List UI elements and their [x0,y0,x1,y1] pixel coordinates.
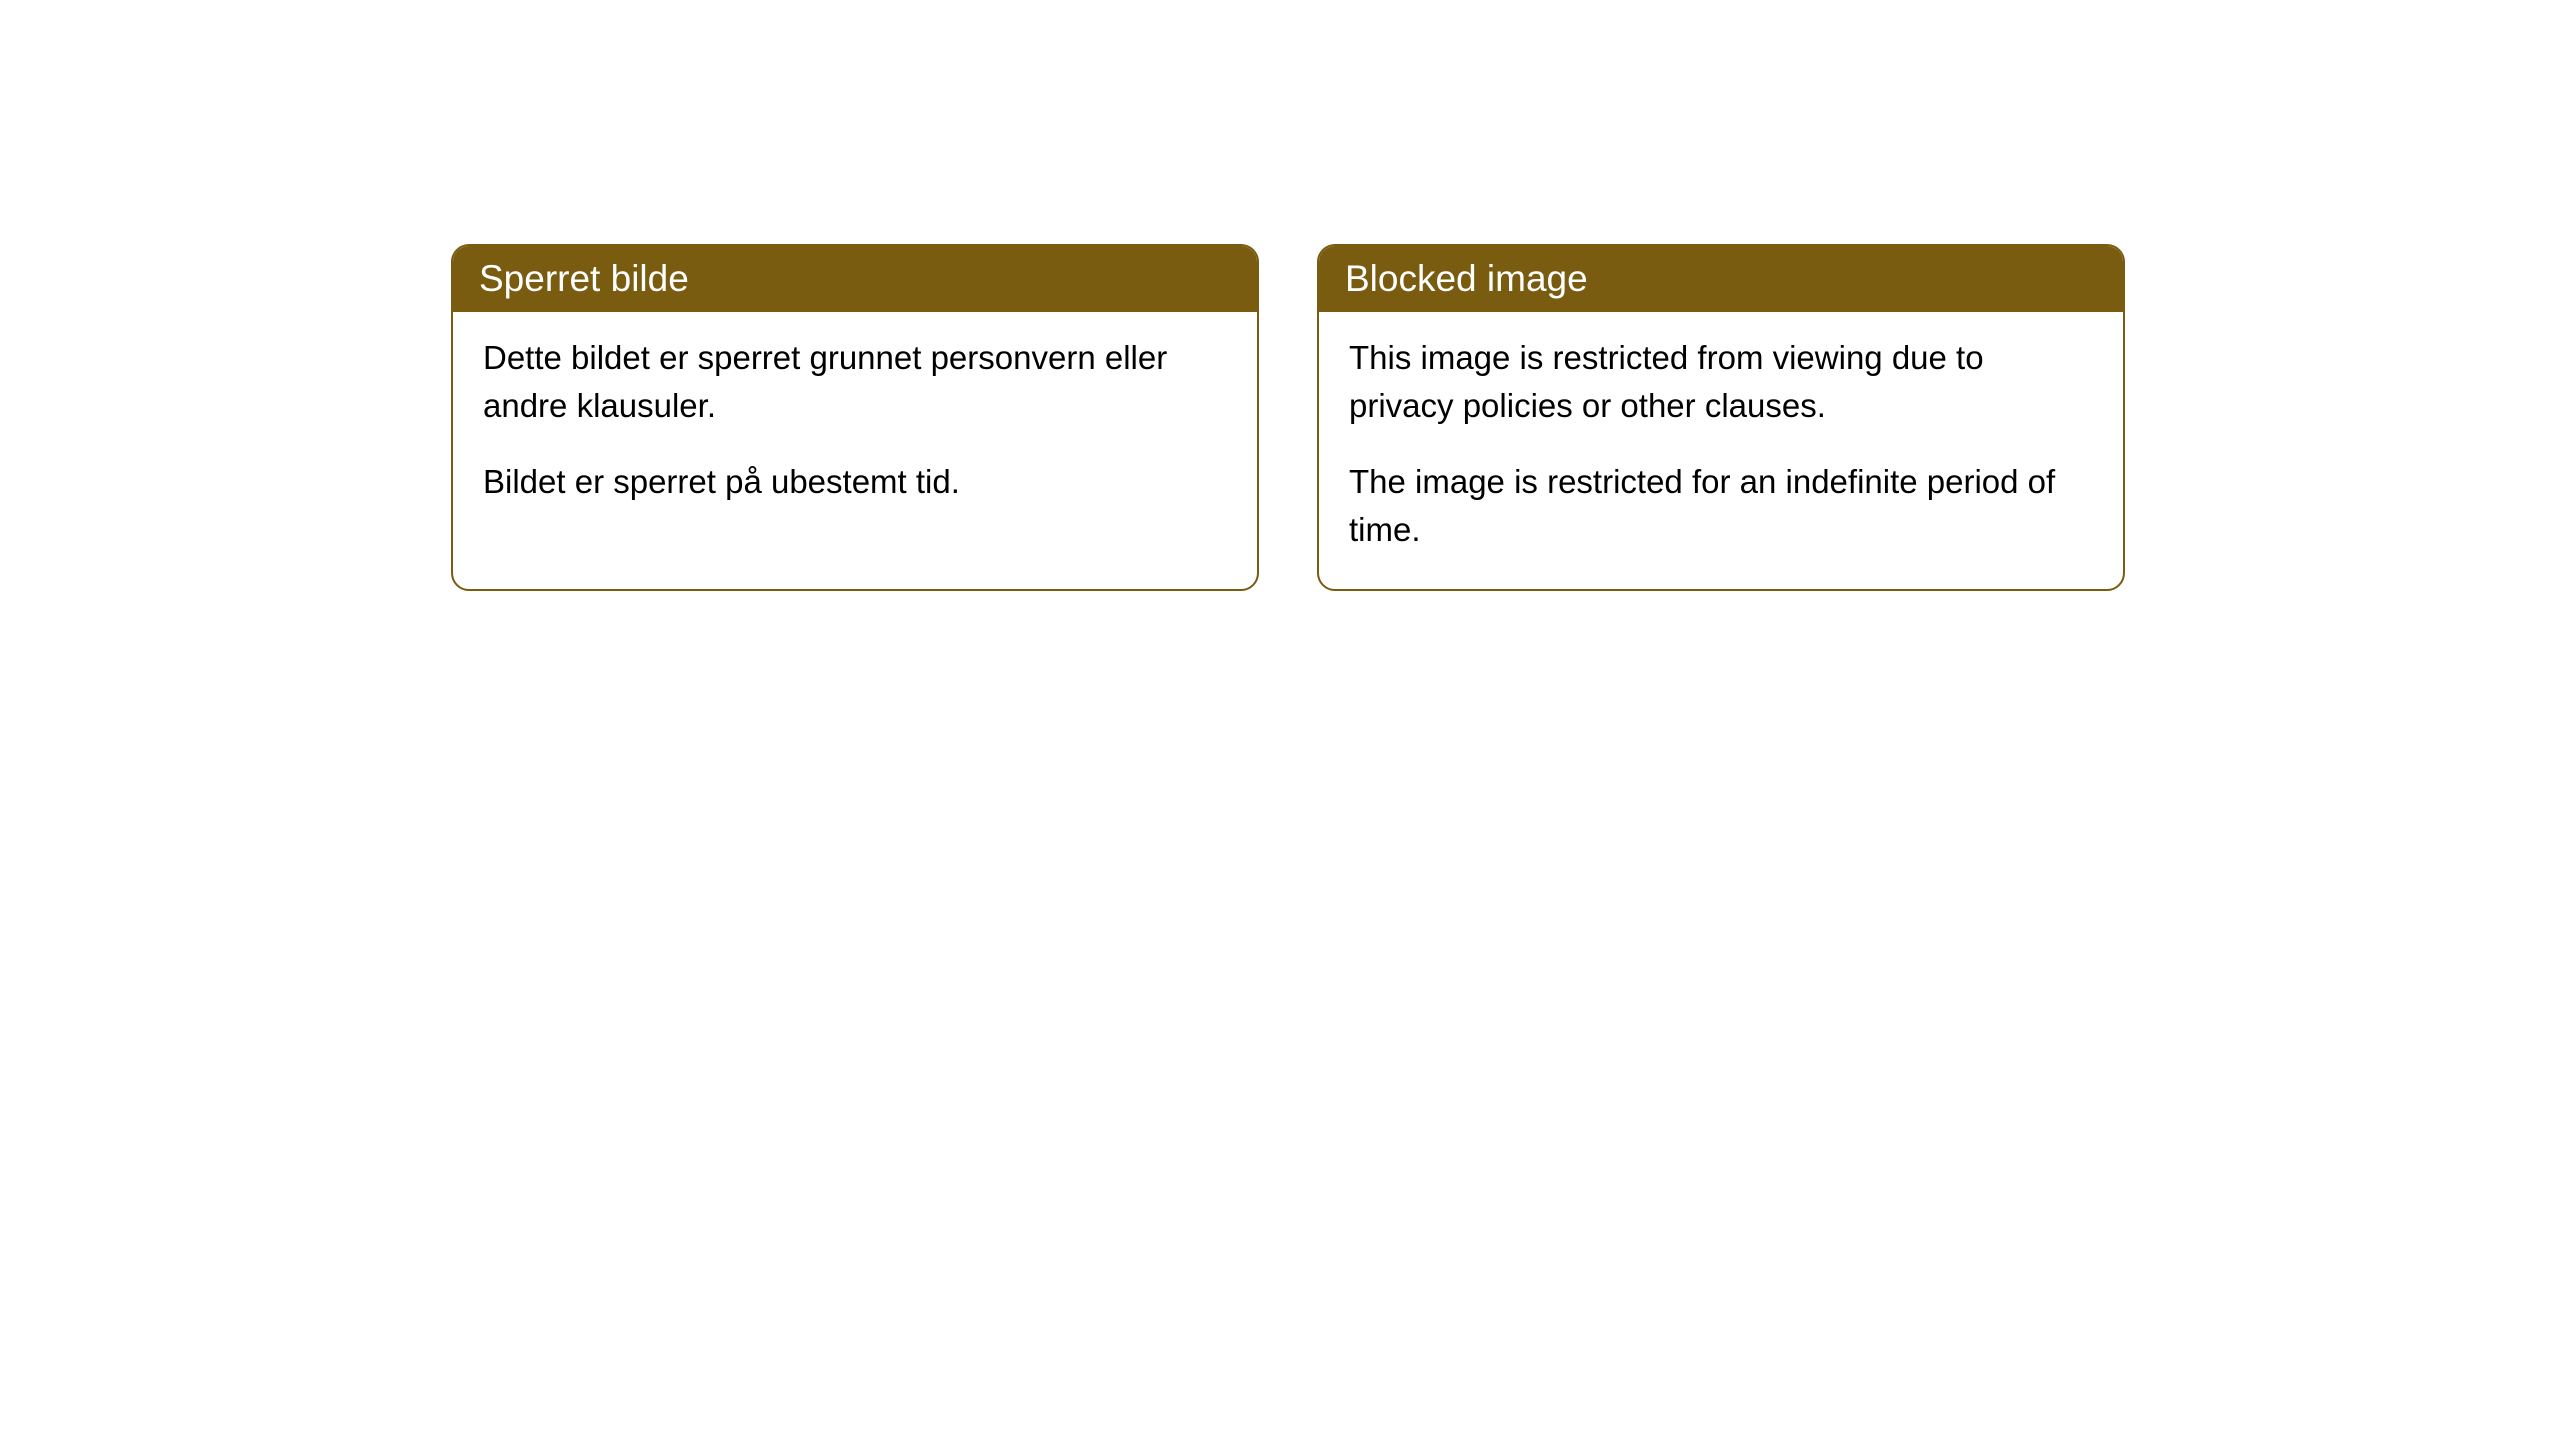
card-paragraph: This image is restricted from viewing du… [1349,334,2093,430]
card-body: Dette bildet er sperret grunnet personve… [453,312,1257,542]
notice-cards-container: Sperret bilde Dette bildet er sperret gr… [451,244,2125,591]
card-header: Blocked image [1319,246,2123,312]
card-paragraph: Bildet er sperret på ubestemt tid. [483,458,1227,506]
blocked-image-card-english: Blocked image This image is restricted f… [1317,244,2125,591]
card-title: Blocked image [1345,258,1588,299]
card-paragraph: Dette bildet er sperret grunnet personve… [483,334,1227,430]
card-title: Sperret bilde [479,258,689,299]
blocked-image-card-norwegian: Sperret bilde Dette bildet er sperret gr… [451,244,1259,591]
card-body: This image is restricted from viewing du… [1319,312,2123,589]
card-header: Sperret bilde [453,246,1257,312]
card-paragraph: The image is restricted for an indefinit… [1349,458,2093,554]
